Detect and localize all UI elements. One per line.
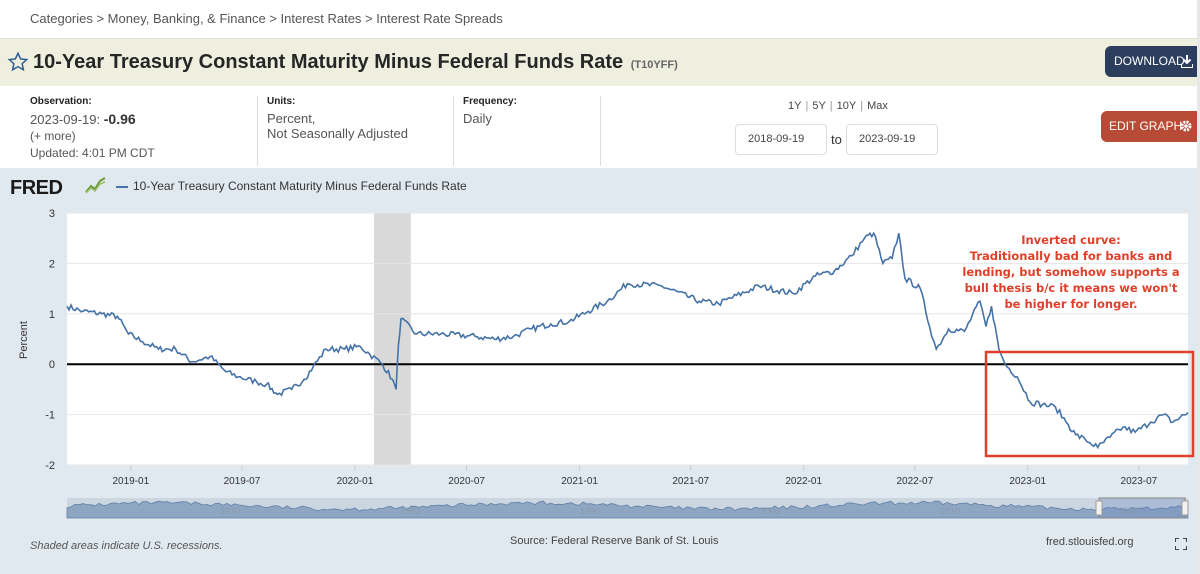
- series-code: (T10YFF): [630, 59, 678, 71]
- fred-logo: FRED: [10, 177, 63, 199]
- fullscreen-icon[interactable]: [1175, 538, 1187, 550]
- meta-divider: [600, 96, 601, 166]
- frequency-label: Frequency:: [463, 96, 517, 107]
- navigator-handle[interactable]: [1095, 500, 1103, 516]
- navigator-year-label: 2020: [1118, 506, 1138, 516]
- y-tick-label: 2: [49, 258, 55, 270]
- edit-graph-label: EDIT GRAPH: [1109, 119, 1183, 133]
- frequency-value: Daily: [463, 111, 492, 126]
- download-icon: [1181, 55, 1193, 68]
- x-tick-label: 2023-07: [1121, 476, 1158, 487]
- page-right-border: [1197, 0, 1200, 574]
- fred-url-link[interactable]: fred.stlouisfed.org: [1046, 536, 1134, 548]
- series-line[interactable]: [66, 231, 1189, 450]
- range-links: 1Y | 5Y | 10Y | Max: [788, 100, 888, 112]
- units-line2: Not Seasonally Adjusted: [267, 126, 408, 141]
- chart-legend[interactable]: 10-Year Treasury Constant Maturity Minus…: [116, 179, 467, 193]
- legend-label: 10-Year Treasury Constant Maturity Minus…: [133, 179, 467, 193]
- frequency-block: Frequency: Daily: [463, 96, 517, 126]
- end-date-input[interactable]: 2023-09-19: [846, 124, 938, 155]
- graph-panel: FRED 10-Year Treasury Constant Maturity …: [0, 168, 1197, 574]
- legend-swatch: [116, 185, 128, 188]
- navigator-year-label: 2000: [760, 506, 780, 516]
- y-tick-label: 0: [49, 359, 55, 371]
- x-tick-label: 2021-01: [561, 476, 598, 487]
- x-tick-label: 2020-01: [337, 476, 374, 487]
- navigator-selection[interactable]: [1098, 497, 1186, 519]
- range-link-10y[interactable]: 10Y: [836, 100, 857, 112]
- navigator-year-label: 1990: [580, 506, 600, 516]
- x-tick-label: 2022-07: [896, 476, 933, 487]
- plot-area: [67, 213, 1188, 465]
- y-tick-label: -1: [45, 410, 55, 422]
- page-title: 10-Year Treasury Constant Maturity Minus…: [33, 51, 678, 74]
- annotation-box: [984, 350, 1195, 458]
- x-tick-label: 2019-07: [224, 476, 261, 487]
- source-text: Source: Federal Reserve Bank of St. Loui…: [510, 535, 719, 547]
- y-tick-label: 1: [49, 309, 55, 321]
- navigator-series-area: [66, 500, 1189, 519]
- date-to-label: to: [831, 132, 842, 147]
- navigator-year-label: 1980: [400, 506, 420, 516]
- observation-label: Observation:: [30, 96, 92, 107]
- updated-time: Updated: 4:01 PM CDT: [30, 146, 155, 160]
- recession-band: [373, 213, 411, 465]
- gear-icon: [1180, 120, 1192, 132]
- navigator-year-label: 1970: [220, 506, 240, 516]
- observation-date: 2023-09-19:: [30, 112, 101, 127]
- observation-more-link[interactable]: (+ more): [30, 129, 76, 143]
- annotation-text: be higher for longer.: [1004, 297, 1137, 311]
- start-date-input[interactable]: 2018-09-19: [735, 124, 827, 155]
- units-line1: Percent,: [267, 111, 316, 126]
- line-chart[interactable]: 3 2 1 0 -1 -2 2019-01 2019-07 2020-01 2020-07 2021…: [0, 168, 1197, 548]
- x-tick-label: 2021-07: [672, 476, 709, 487]
- units-label: Units:: [267, 96, 296, 107]
- x-tick-label: 2019-01: [112, 476, 149, 487]
- range-link-max[interactable]: Max: [867, 100, 888, 112]
- y-axis-label: Percent: [18, 321, 30, 359]
- y-tick-label: 3: [49, 208, 55, 220]
- range-link-1y[interactable]: 1Y: [788, 100, 802, 112]
- download-label: DOWNLOAD: [1114, 54, 1185, 68]
- breadcrumb[interactable]: Categories > Money, Banking, & Finance >…: [30, 11, 503, 26]
- annotation-text: Traditionally bad for banks and: [970, 249, 1173, 263]
- observation-block: Observation: 2023-09-19: -0.96 (+ more) …: [30, 96, 155, 160]
- observation-value: -0.96: [103, 111, 136, 127]
- recession-note: Shaded areas indicate U.S. recessions.: [30, 540, 223, 552]
- star-icon[interactable]: [7, 51, 29, 73]
- meta-divider: [453, 96, 454, 166]
- annotation-text: bull thesis b/c it means we won't: [965, 281, 1178, 295]
- units-block: Units: Percent, Not Seasonally Adjusted: [267, 96, 408, 141]
- annotation-text: Inverted curve:: [1021, 233, 1121, 247]
- y-tick-label: -2: [45, 460, 55, 472]
- x-tick-label: 2020-07: [448, 476, 485, 487]
- edit-graph-button[interactable]: EDIT GRAPH: [1101, 111, 1197, 142]
- x-tick-label: 2022-01: [785, 476, 822, 487]
- download-button[interactable]: DOWNLOAD: [1105, 46, 1197, 77]
- x-tick-label: 2023-01: [1009, 476, 1046, 487]
- range-link-5y[interactable]: 5Y: [812, 100, 826, 112]
- title-bar: 10-Year Treasury Constant Maturity Minus…: [0, 38, 1197, 86]
- page-title-text: 10-Year Treasury Constant Maturity Minus…: [33, 51, 624, 73]
- fred-logo-chart-icon: [85, 177, 106, 194]
- meta-divider: [257, 96, 258, 166]
- annotation-text: lending, but somehow supports a: [962, 265, 1179, 279]
- navigator-year-label: 2010: [940, 506, 960, 516]
- navigator-handle[interactable]: [1181, 500, 1189, 516]
